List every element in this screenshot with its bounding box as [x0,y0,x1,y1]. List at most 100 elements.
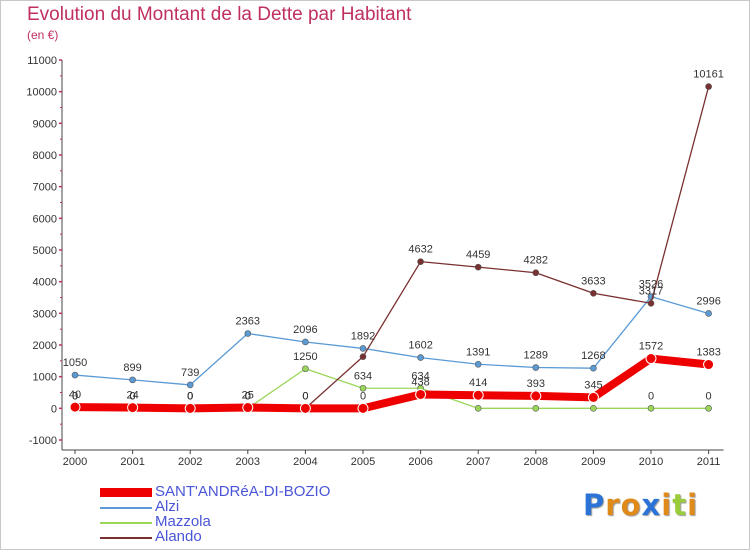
data-point [474,405,482,412]
data-label: 40 [69,389,81,401]
chart-title: Evolution du Montant de la Dette par Hab… [27,4,412,25]
x-tick-label: 2003 [236,456,260,468]
data-label: 739 [181,367,199,379]
data-label: 4282 [524,255,548,267]
data-label: 899 [123,362,141,374]
data-point [530,390,542,402]
x-tick-label: 2011 [697,456,721,468]
data-label: 2096 [293,324,317,336]
legend-label: Alzi [155,498,180,515]
legend-swatch [100,488,152,497]
data-label: 0 [187,390,193,402]
x-tick-label: 2004 [293,456,317,468]
data-label: 0 [187,390,193,402]
data-label: 393 [527,378,545,390]
data-point [647,405,655,412]
data-point [705,83,712,90]
data-point [705,405,712,412]
data-label: 1391 [466,346,490,358]
series-layer [69,83,715,414]
data-label: 1602 [408,340,432,352]
data-label: 10161 [693,69,724,81]
logo-letter: r [605,488,621,522]
y-tick-label: 6000 [33,213,57,225]
logo-letter: o [620,488,642,522]
y-tick-label: 11000 [27,55,57,67]
data-point [532,405,540,412]
data-point [587,391,599,403]
data-point [532,364,540,371]
data-label: 1892 [351,330,375,342]
data-point [359,353,367,360]
data-label: 3633 [581,275,605,287]
logo-letter: P [583,488,606,522]
series-alando [71,83,712,412]
data-label: 0 [72,390,78,402]
data-label: 0 [648,390,654,402]
data-point [474,263,482,271]
data-label: 345 [584,379,602,391]
logo-letter: i [687,488,699,522]
y-tick-label: 1000 [33,372,57,384]
data-label: 0 [302,390,308,402]
data-label: 634 [411,370,429,382]
x-tick-label: 2005 [351,456,375,468]
y-tick-label: 10000 [26,87,57,99]
data-label: 1268 [581,350,605,362]
x-tick-label: 2008 [524,456,548,468]
data-label: 1572 [639,341,663,353]
logo-letter: i [661,488,673,522]
data-label: 3526 [639,279,663,291]
data-point [302,365,309,373]
data-label: 25 [242,390,254,402]
data-label: 4459 [466,249,490,261]
data-point [129,376,136,384]
proxiti-logo: Proxiti [583,488,698,522]
x-tick-label: 2000 [63,456,87,468]
x-tick-label: 2006 [408,456,432,468]
y-tick-label: 5000 [33,245,57,257]
data-point [417,354,424,361]
data-label: 2996 [696,295,720,307]
y-tick-label: 8000 [33,150,57,162]
data-label: 1289 [524,350,548,362]
x-tick-label: 2010 [639,456,663,468]
y-tick-label: 4000 [33,277,57,289]
data-label: 414 [469,377,487,389]
y-tick-label: 0 [51,403,57,415]
x-tick-label: 2002 [178,456,202,468]
data-point [242,402,254,414]
y-tick-label: 7000 [33,182,57,194]
legend-label: Mazzola [155,513,211,530]
data-label: 0 [187,390,193,402]
x-tick-label: 2009 [581,456,605,468]
logo-letter: t [672,488,688,522]
data-point [703,359,715,371]
data-point [645,353,657,365]
data-label: 438 [411,376,429,388]
data-label: 0 [130,390,136,402]
logo-letter: x [641,488,662,522]
series-alzi [71,293,712,389]
data-point [359,384,367,392]
data-label: 0 [72,390,78,402]
data-label: 0 [706,390,712,402]
data-label: 0 [245,390,251,402]
data-point [705,310,712,317]
data-point [532,269,540,277]
data-point [472,389,484,401]
data-point [647,299,655,307]
data-point [357,402,369,414]
data-label: 0 [360,390,366,402]
data-point [474,360,482,368]
x-tick-label: 2007 [466,456,490,468]
data-point [359,345,367,352]
data-label: 2363 [236,316,260,328]
data-point [244,330,252,337]
data-label: 0 [302,390,308,402]
x-tick-label: 2001 [120,456,144,468]
legend-label: Alando [155,528,202,545]
data-label: 1383 [696,347,720,359]
